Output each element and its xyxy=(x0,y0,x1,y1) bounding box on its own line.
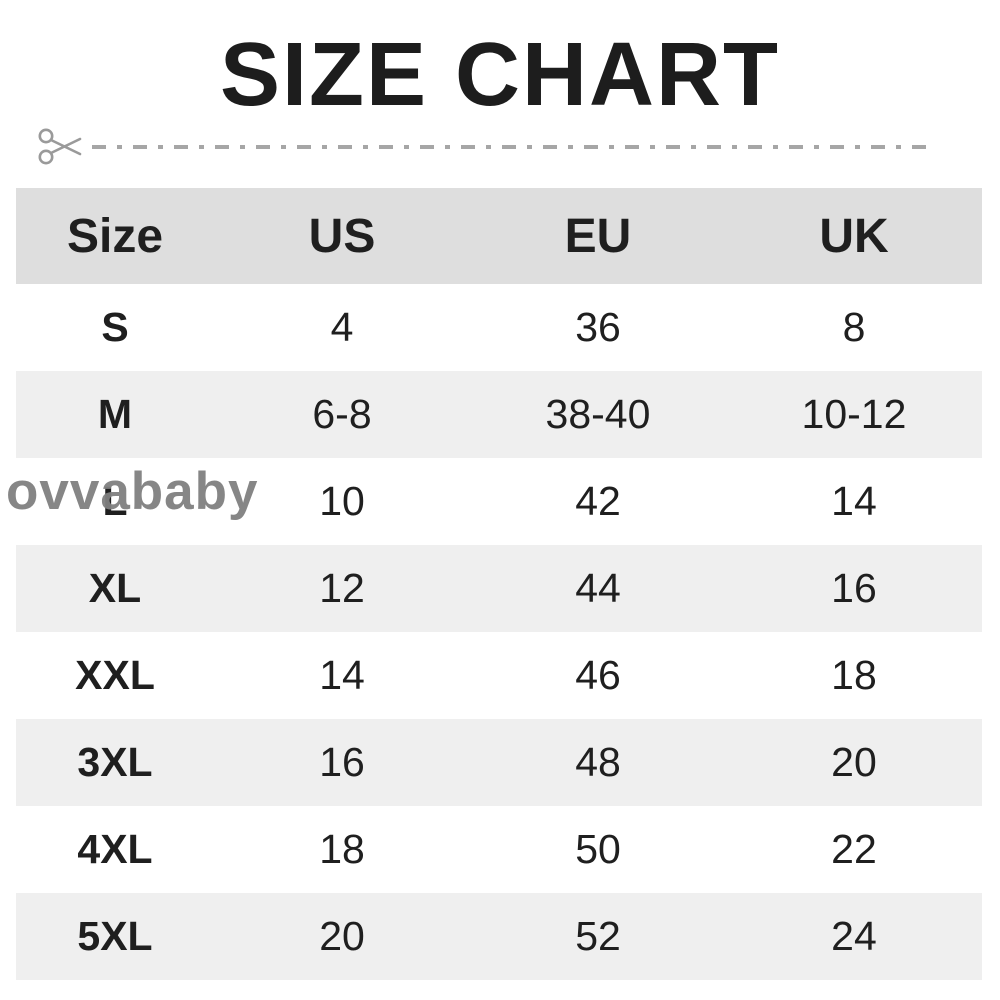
us-cell: 10 xyxy=(319,478,365,524)
us-cell: 14 xyxy=(319,652,365,698)
eu-cell: 38-40 xyxy=(545,391,651,437)
eu-cell: 50 xyxy=(575,826,621,872)
size-cell: XXL xyxy=(75,652,155,698)
dashed-cut-line xyxy=(92,145,930,149)
size-cell: 4XL xyxy=(77,826,153,872)
column-header-uk: UK xyxy=(819,209,889,263)
uk-cell: 24 xyxy=(831,913,877,959)
cut-line xyxy=(36,124,958,170)
uk-cell: 14 xyxy=(831,478,877,524)
table-row: S 4 36 8 xyxy=(16,284,982,371)
size-table: Size US EU UK S 4 36 8 M 6-8 38-40 10-12… xyxy=(16,188,982,980)
size-cell: M xyxy=(97,391,133,437)
us-cell: 4 xyxy=(330,304,354,350)
uk-cell: 22 xyxy=(831,826,877,872)
us-cell: 6-8 xyxy=(312,391,372,437)
eu-cell: 44 xyxy=(575,565,621,611)
uk-cell: 18 xyxy=(831,652,877,698)
size-cell: 5XL xyxy=(77,913,153,959)
us-cell: 20 xyxy=(319,913,365,959)
table-header-row: Size US EU UK xyxy=(16,188,982,284)
eu-cell: 36 xyxy=(575,304,621,350)
size-cell: L xyxy=(102,478,128,524)
uk-cell: 20 xyxy=(831,739,877,785)
uk-cell: 8 xyxy=(842,304,866,350)
table-row: 5XL 20 52 24 xyxy=(16,893,982,980)
column-header-us: US xyxy=(308,209,376,263)
uk-cell: 16 xyxy=(831,565,877,611)
eu-cell: 42 xyxy=(575,478,621,524)
brand-watermark: ovvababy xyxy=(6,462,259,521)
scissors-icon xyxy=(38,128,82,165)
table-row: 3XL 16 48 20 xyxy=(16,719,982,806)
us-cell: 12 xyxy=(319,565,365,611)
size-cell: XL xyxy=(88,565,142,611)
eu-cell: 52 xyxy=(575,913,621,959)
table-body: S 4 36 8 M 6-8 38-40 10-12 L 10 42 14 XL… xyxy=(16,284,982,980)
us-cell: 18 xyxy=(319,826,365,872)
eu-cell: 46 xyxy=(575,652,621,698)
page-title: SIZE CHART xyxy=(220,25,780,125)
table-row: L 10 42 14 xyxy=(16,458,982,545)
table-row: M 6-8 38-40 10-12 xyxy=(16,371,982,458)
column-header-size: Size xyxy=(66,209,164,263)
table-row: XXL 14 46 18 xyxy=(16,632,982,719)
table-row: 4XL 18 50 22 xyxy=(16,806,982,893)
size-cell: 3XL xyxy=(77,739,153,785)
table-row: XL 12 44 16 xyxy=(16,545,982,632)
column-header-eu: EU xyxy=(564,209,632,263)
uk-cell: 10-12 xyxy=(801,391,907,437)
size-cell: S xyxy=(101,304,129,350)
us-cell: 16 xyxy=(319,739,365,785)
eu-cell: 48 xyxy=(575,739,621,785)
